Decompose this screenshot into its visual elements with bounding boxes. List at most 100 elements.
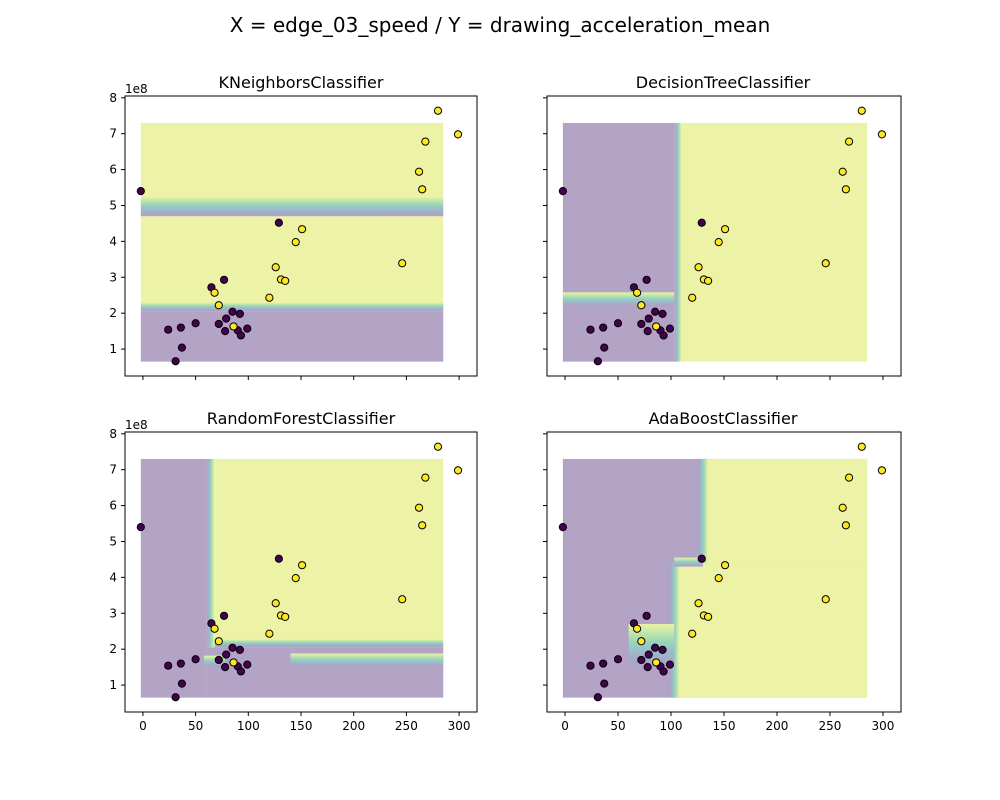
y-offset-label: 1e8 [125,418,148,432]
data-point [688,629,697,638]
decision-regions [562,458,868,698]
x-tick-label: 0 [139,719,147,733]
data-point [229,322,238,331]
data-point [136,187,145,196]
x-tick-label: 50 [610,719,625,733]
data-point [176,659,185,668]
data-point [643,327,652,336]
data-point [164,661,173,670]
subplot-title: DecisionTreeClassifier [636,73,811,92]
data-point [600,679,609,688]
data-point [821,595,830,604]
y-tick-label: 7 [109,463,117,477]
data-point [297,225,307,234]
subplot-kneighbors: KNeighborsClassifier 1 2 3 4 5 6 7 8 1e8 [109,73,478,380]
x-tick-label: 50 [188,719,203,733]
data-point [632,624,642,633]
data-point [841,521,850,530]
data-point [291,574,300,583]
data-point [221,327,230,336]
data-point [274,554,283,563]
scatter-points [558,106,887,366]
data-point [243,324,252,333]
data-point [291,238,300,247]
data-point [644,650,653,659]
data-point [838,167,847,176]
data-point [421,473,430,482]
data-point [652,322,661,331]
plot-area: 0 50 100 150 200 250 300 1 2 3 4 5 6 7 8 [109,427,478,733]
data-point [821,259,830,268]
data-point [652,658,661,667]
data-point [214,319,223,329]
data-point [697,554,706,563]
data-point [637,655,646,665]
data-point [694,599,703,608]
data-point [643,663,652,672]
data-point [214,655,223,665]
data-point [433,106,443,115]
decision-regions [562,122,868,362]
data-point [877,130,887,139]
y-tick-label: 1 [109,678,117,692]
data-point [398,595,407,604]
data-point [586,325,595,334]
decision-region [140,311,444,362]
x-tick-label: 150 [713,719,736,733]
data-point [593,693,602,702]
data-point [659,667,668,676]
y-offset-label: 1e8 [125,82,148,96]
data-point [191,319,200,328]
data-point [418,185,427,194]
data-point [651,643,660,652]
data-point [176,323,185,332]
data-point [453,466,463,475]
data-point [271,599,280,608]
data-point [453,130,463,139]
data-point [658,309,667,318]
data-point [720,225,730,234]
data-point [665,324,675,333]
data-point [665,660,675,669]
y-tick-label: 8 [109,91,117,105]
data-point [221,663,230,672]
y-tick-label: 2 [109,642,117,656]
data-point [177,679,187,688]
x-tick-label: 250 [395,719,418,733]
decision-region [674,557,703,567]
data-point [214,301,223,310]
subplot-adaboost: AdaBoostClassifier 0 50 100 150 200 250 300 [543,409,902,733]
decision-region [214,639,444,648]
data-point [613,319,623,328]
data-point [857,106,866,115]
data-point [642,611,651,620]
decision-region [290,653,444,668]
decision-region [562,292,675,307]
x-tick-label: 200 [766,719,789,733]
decision-region [668,563,680,698]
y-tick-label: 5 [109,198,117,212]
y-tick-label: 6 [109,499,117,513]
y-tick-label: 8 [109,427,117,441]
data-point [281,276,290,285]
data-point [236,331,246,340]
data-point [421,137,430,146]
y-tick-label: 6 [109,163,117,177]
data-point [600,343,609,352]
data-point [844,473,854,482]
x-tick-label: 250 [819,719,842,733]
data-point [838,503,847,512]
data-point [191,655,200,664]
data-point [210,288,219,297]
data-point [637,319,646,329]
decision-region [204,655,226,668]
subplot-title: KNeighborsClassifier [219,73,384,92]
data-point [613,655,623,664]
data-point [586,661,595,670]
data-point [219,275,229,284]
decision-region [214,458,444,640]
y-tick-label: 2 [109,306,117,320]
data-point [720,561,730,570]
data-point [297,561,307,570]
